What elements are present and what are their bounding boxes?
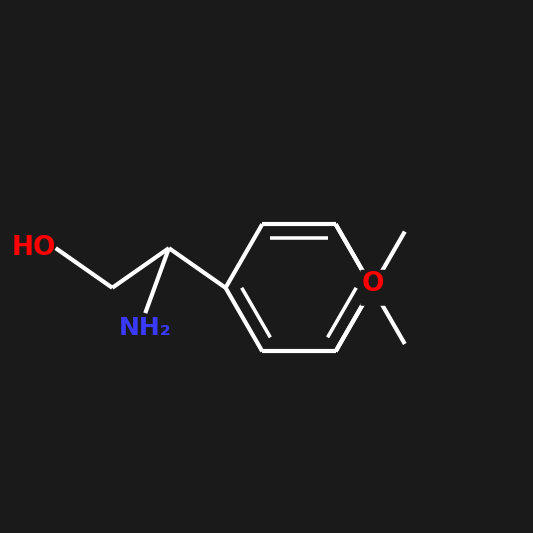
Text: O: O xyxy=(362,278,384,304)
Text: HO: HO xyxy=(11,235,55,261)
Text: O: O xyxy=(362,271,384,297)
Text: NH₂: NH₂ xyxy=(119,316,172,340)
